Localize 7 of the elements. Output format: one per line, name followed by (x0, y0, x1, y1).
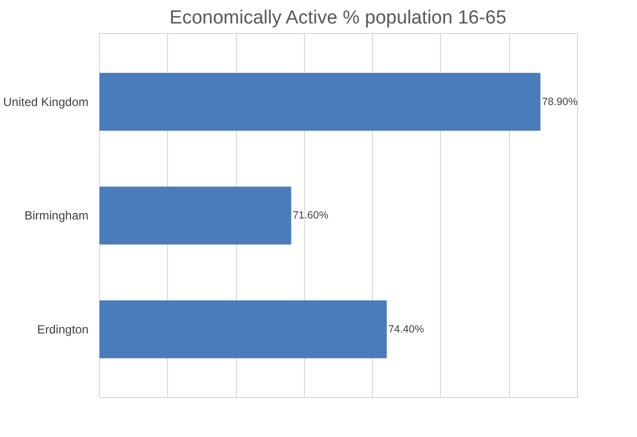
data-label: 71.60% (292, 210, 328, 222)
data-label: 78.90% (542, 96, 578, 108)
y-tick-label: Birmingham (24, 208, 89, 222)
y-tick-label: Erdington (37, 322, 89, 336)
chart-title: Economically Active % population 16-65 (170, 8, 506, 28)
y-tick-label: United Kingdom (3, 94, 89, 109)
data-label: 74.40% (388, 323, 424, 336)
